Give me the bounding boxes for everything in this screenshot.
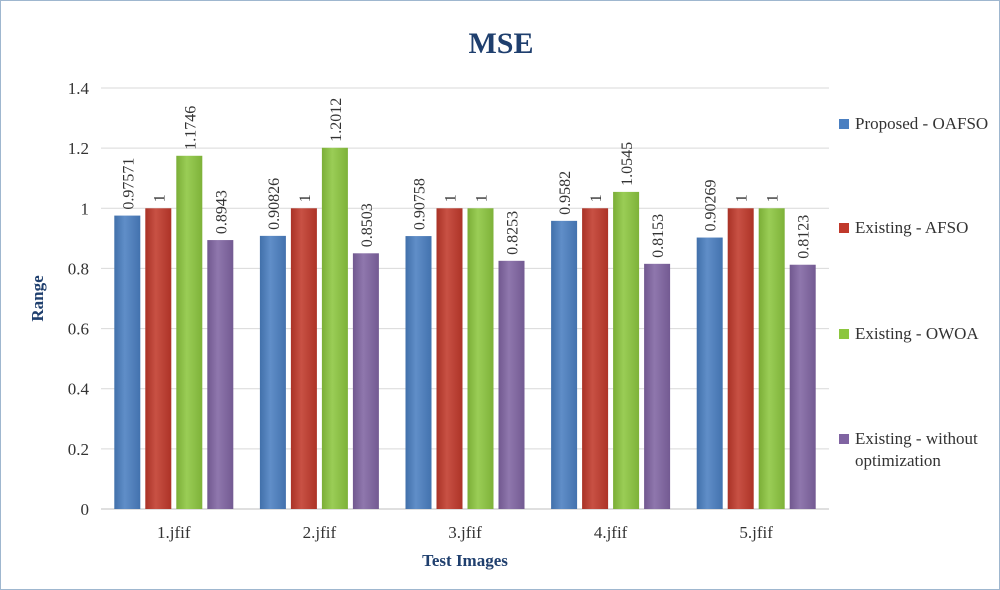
data-label: 0.8153 bbox=[650, 214, 667, 258]
bar bbox=[114, 215, 141, 509]
y-tick-label: 0.2 bbox=[68, 440, 89, 459]
bar bbox=[551, 220, 578, 509]
legend-swatch bbox=[839, 119, 849, 129]
x-tick-label: 1.jfif bbox=[157, 523, 191, 542]
y-tick-label: 0 bbox=[81, 500, 90, 519]
bar bbox=[207, 240, 234, 509]
y-tick-label: 1.2 bbox=[68, 139, 89, 158]
legend-item: Existing - OWOA bbox=[839, 323, 999, 345]
data-label: 1 bbox=[151, 194, 168, 202]
bar bbox=[789, 264, 816, 509]
data-label: 0.8503 bbox=[359, 203, 376, 247]
data-label: 0.90758 bbox=[412, 178, 429, 230]
legend-label: Proposed - OAFSO bbox=[855, 114, 989, 133]
bar bbox=[758, 208, 785, 510]
legend-item: Existing - AFSO bbox=[839, 217, 999, 239]
data-label: 0.90826 bbox=[266, 178, 283, 230]
y-tick-label: 1 bbox=[81, 199, 90, 218]
y-tick-label: 0.8 bbox=[68, 259, 89, 278]
data-label: 1 bbox=[765, 194, 782, 202]
legend-label: Existing - without optimization bbox=[855, 429, 978, 470]
y-axis-label: Range bbox=[28, 275, 47, 322]
data-label: 0.8253 bbox=[505, 211, 522, 255]
y-tick-label: 1.4 bbox=[68, 79, 90, 98]
legend-label: Existing - AFSO bbox=[855, 218, 969, 237]
bar bbox=[436, 208, 463, 510]
bar bbox=[467, 208, 494, 510]
data-label: 1.2012 bbox=[328, 98, 345, 142]
y-tick-label: 0.4 bbox=[68, 380, 90, 399]
legend-label: Existing - OWOA bbox=[855, 324, 979, 343]
data-label: 1 bbox=[443, 194, 460, 202]
chart-title: MSE bbox=[468, 27, 533, 60]
data-label: 0.97571 bbox=[120, 158, 137, 210]
bar bbox=[644, 263, 671, 509]
data-label: 0.8943 bbox=[213, 190, 230, 234]
bar bbox=[176, 155, 203, 509]
data-label: 1 bbox=[588, 194, 605, 202]
bar bbox=[145, 208, 172, 510]
x-tick-label: 5.jfif bbox=[739, 523, 773, 542]
legend-item: Existing - without optimization bbox=[839, 428, 999, 472]
bar bbox=[352, 253, 379, 509]
data-label: 1.1746 bbox=[182, 106, 199, 150]
legend-swatch bbox=[839, 329, 849, 339]
data-label: 1 bbox=[734, 194, 751, 202]
data-label: 0.90269 bbox=[703, 180, 720, 232]
bar bbox=[727, 208, 754, 510]
bar bbox=[613, 191, 640, 509]
bar bbox=[290, 208, 317, 510]
legend-swatch bbox=[839, 223, 849, 233]
y-tick-label: 0.6 bbox=[68, 320, 89, 339]
bar bbox=[405, 236, 432, 509]
x-tick-label: 2.jfif bbox=[303, 523, 337, 542]
bar bbox=[498, 260, 525, 509]
x-axis-label: Test Images bbox=[422, 551, 508, 570]
bar bbox=[259, 235, 286, 510]
x-tick-label: 3.jfif bbox=[448, 523, 482, 542]
data-label: 1 bbox=[297, 194, 314, 202]
data-label: 1.0545 bbox=[619, 142, 636, 186]
legend: Proposed - OAFSO Existing - AFSO Existing … bbox=[839, 1, 999, 589]
data-label: 0.9582 bbox=[557, 171, 574, 215]
bar bbox=[582, 208, 609, 510]
legend-swatch bbox=[839, 434, 849, 444]
data-label: 0.8123 bbox=[796, 215, 813, 259]
bar bbox=[321, 147, 348, 510]
x-tick-label: 4.jfif bbox=[594, 523, 628, 542]
bar bbox=[696, 237, 723, 509]
data-label: 1 bbox=[474, 194, 491, 202]
legend-item: Proposed - OAFSO bbox=[839, 113, 999, 135]
